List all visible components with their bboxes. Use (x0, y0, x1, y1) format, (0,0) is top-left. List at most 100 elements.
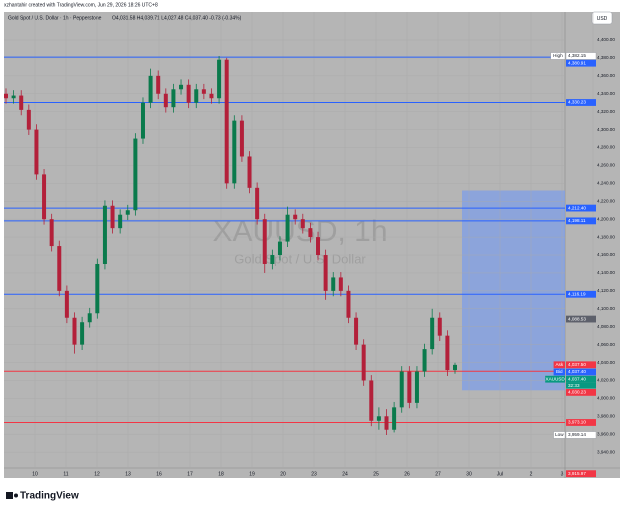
price-tag (566, 361, 596, 369)
x-tick-label: 23 (311, 471, 317, 477)
x-tick-label: 16 (156, 471, 162, 477)
x-tick-label: 20 (280, 471, 286, 477)
candle-body (49, 219, 54, 247)
x-tick-label: Jul (497, 471, 503, 477)
candle-body (407, 371, 412, 403)
y-tick-label: 4,340.00 (597, 91, 615, 96)
candle-body (422, 349, 427, 372)
candle-body (323, 255, 328, 291)
y-tick-label: 4,240.00 (597, 181, 615, 186)
candle-body (4, 93, 8, 99)
y-tick-label: 4,220.00 (597, 198, 615, 203)
candle-body (437, 317, 442, 336)
candle-body (42, 174, 47, 220)
candle-body (445, 335, 450, 371)
candle-body (331, 277, 336, 291)
candle-body (34, 129, 39, 175)
candle-body (453, 364, 457, 371)
price-tag-label: 4,037.50 (568, 362, 586, 367)
y-tick-label: 4,360.00 (597, 73, 615, 78)
candle-body (87, 313, 92, 323)
y-tick-label: 4,020.00 (597, 378, 615, 383)
candle-body (270, 255, 275, 264)
candle-body (179, 84, 184, 90)
price-tag-label: 4,198.11 (568, 218, 586, 223)
price-tag (565, 52, 597, 60)
price-tag-label: 4,380.91 (568, 60, 586, 65)
candle-body (57, 246, 62, 291)
candle-body (392, 407, 397, 430)
candle-body (156, 75, 161, 94)
currency-button[interactable] (591, 11, 613, 25)
y-tick-label: 4,380.00 (597, 55, 615, 60)
candle-body (255, 187, 260, 220)
price-tag-name-box (550, 52, 566, 60)
currency-label[interactable]: USD (597, 16, 608, 22)
price-tag (566, 204, 596, 212)
y-tick-label: 3,980.00 (597, 414, 615, 419)
price-tag-label: 4,037.40 (568, 376, 586, 381)
y-tick-label: 4,260.00 (597, 163, 615, 168)
candle-body (338, 277, 343, 291)
y-tick-label: 4,100.00 (597, 306, 615, 311)
candle-body (369, 380, 374, 421)
candle-body (217, 59, 222, 99)
brand-logo (6, 492, 18, 499)
price-tag-label: 4,382.15 (568, 53, 586, 58)
price-tag (566, 315, 596, 323)
price-tag (566, 375, 596, 383)
price-tag-name: Ask (555, 362, 563, 367)
candle-body (110, 205, 115, 229)
price-tag (566, 99, 596, 106)
candle-body (300, 219, 305, 229)
candle-body (163, 93, 168, 108)
candle-body (80, 322, 85, 345)
candle-body (209, 93, 214, 99)
price-tag-name: Bid (556, 369, 563, 374)
price-tag (566, 388, 596, 396)
candle-body (72, 317, 77, 345)
candle-body (346, 290, 351, 318)
price-tag-label: 4,037.40 (568, 369, 586, 374)
candle-body (239, 120, 244, 157)
candle-body (95, 263, 100, 314)
candle-body (316, 237, 321, 256)
price-tag-name: XAUUSD (546, 376, 566, 381)
price-tag-label: 4,212.40 (568, 205, 586, 210)
price-tag (566, 217, 596, 225)
x-tick-label: 18 (218, 471, 224, 477)
countdown-box (566, 382, 596, 389)
candle-body (186, 84, 191, 103)
price-tag-label: 4,030.23 (568, 390, 586, 395)
y-tick-label: 4,000.00 (597, 396, 615, 401)
price-tag (566, 368, 596, 376)
logo-dot (14, 493, 18, 498)
candle-body (354, 317, 359, 345)
x-tick-label: 11 (63, 471, 68, 477)
price-tag-label: 4,088.53 (568, 316, 586, 321)
candle-body (285, 214, 290, 242)
candle-body (125, 210, 130, 215)
credit: xzhantahir created with TradingView.com,… (4, 2, 158, 8)
x-tick-label: 25 (373, 471, 379, 477)
candle-body (148, 75, 153, 103)
brand-name: TradingView (20, 491, 79, 502)
y-tick-label: 4,060.00 (597, 342, 615, 347)
candle-body (201, 89, 206, 94)
candle-body (171, 89, 176, 108)
y-tick-label: 4,280.00 (597, 145, 615, 150)
price-tag-name: Low (555, 432, 564, 437)
x-tick-label: 10 (32, 471, 38, 477)
symbol-title: Gold Spot / U.S. Dollar · 1h · Peppersto… (8, 15, 102, 21)
x-tick-label: 13 (125, 471, 131, 477)
candle-body (26, 109, 31, 130)
candle-body (277, 241, 282, 256)
watermark-subtitle: Gold Spot / U.S. Dollar (234, 251, 366, 266)
price-tag-label: 3,915.97 (568, 471, 586, 476)
candle-body (224, 59, 229, 184)
y-tick-label: 4,400.00 (597, 37, 615, 42)
price-tag-label: 4,330.23 (568, 100, 586, 105)
price-tag-name-box (553, 361, 565, 369)
